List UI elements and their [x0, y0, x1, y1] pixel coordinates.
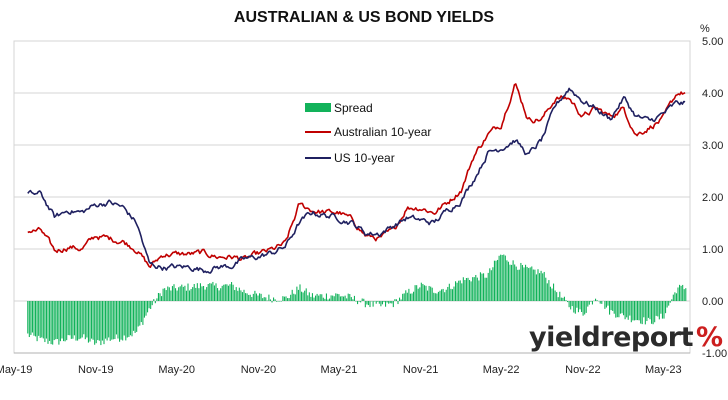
- legend-label-spread: Spread: [334, 101, 373, 115]
- series-line-us-10-year: [27, 87, 686, 274]
- legend-label-australian-10-year: Australian 10-year: [334, 125, 431, 139]
- x-tick-label: May-21: [321, 364, 358, 376]
- chart-title: AUSTRALIAN & US BOND YIELDS: [233, 9, 495, 26]
- legend: Spread Australian 10-year US 10-year: [305, 101, 431, 165]
- x-tick-label: May-19: [0, 364, 32, 376]
- series-lines: [27, 83, 686, 274]
- x-tick-label: Nov-20: [241, 364, 276, 376]
- y-tick-label: 3.00: [702, 140, 723, 152]
- x-tick-label: Nov-19: [78, 364, 113, 376]
- y-tick-label: 5.00: [702, 36, 723, 48]
- x-tick-label: May-23: [645, 364, 682, 376]
- y-tick-label: -1.00: [702, 348, 727, 360]
- y-tick-label: 4.00: [702, 88, 723, 100]
- y-tick-label: 0.00: [702, 296, 723, 308]
- x-tick-label: May-20: [158, 364, 195, 376]
- y-tick-label: 1.00: [702, 244, 723, 256]
- x-tick-label: Nov-21: [403, 364, 438, 376]
- brand-logo: yieldreport%: [529, 322, 723, 353]
- brand-name: yieldreport: [529, 322, 694, 353]
- svg-text:yieldreport%: yieldreport%: [529, 322, 723, 353]
- axes: % -1.00 0.00 1.00 2.00 3.00 4.00 5.00 May-19 Nov…: [0, 23, 727, 376]
- legend-label-us-10-year: US 10-year: [334, 151, 395, 165]
- y-axis-unit-label: %: [700, 23, 710, 35]
- legend-swatch-spread: [305, 103, 331, 112]
- x-tick-label: Nov-22: [565, 364, 600, 376]
- brand-percent-symbol: %: [696, 322, 723, 353]
- x-tick-label: May-22: [483, 364, 520, 376]
- y-tick-label: 2.00: [702, 192, 723, 204]
- spread-bars: [27, 254, 687, 346]
